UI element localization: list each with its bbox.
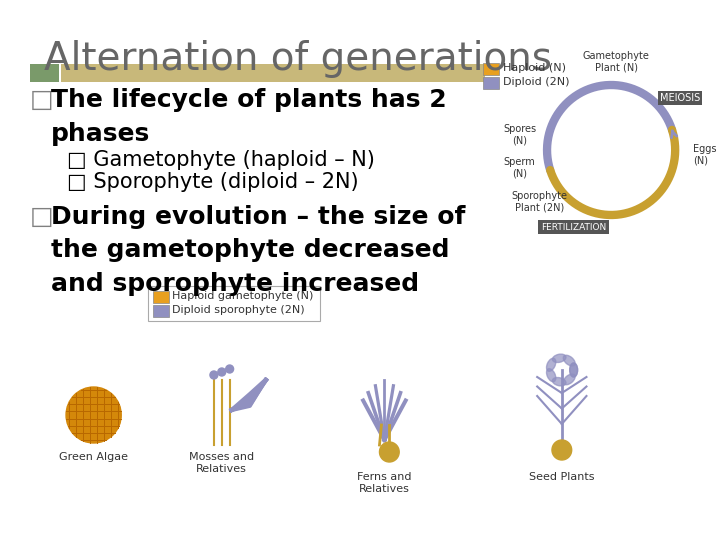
Text: During evolution – the size of
the gametophyte decreased
and sporophyte increase: During evolution – the size of the gamet… [51, 205, 466, 296]
Text: FERTILIZATION: FERTILIZATION [541, 222, 606, 232]
Text: Diploid (2N): Diploid (2N) [503, 77, 570, 87]
Circle shape [225, 365, 233, 373]
Text: □: □ [30, 205, 53, 229]
FancyBboxPatch shape [30, 64, 59, 82]
Text: Alternation of generations: Alternation of generations [45, 40, 552, 78]
Text: □: □ [30, 88, 53, 112]
Text: Mosses and
Relatives: Mosses and Relatives [189, 452, 254, 475]
Circle shape [210, 371, 218, 379]
Text: Diploid sporophyte (2N): Diploid sporophyte (2N) [173, 305, 305, 315]
Ellipse shape [546, 369, 556, 382]
FancyBboxPatch shape [483, 77, 499, 89]
Text: □ Gametophyte (haploid – N): □ Gametophyte (haploid – N) [67, 150, 375, 170]
Circle shape [66, 387, 121, 443]
FancyBboxPatch shape [153, 305, 168, 317]
Text: Gametophyte
Plant (N): Gametophyte Plant (N) [582, 51, 649, 73]
Text: Seed Plants: Seed Plants [529, 472, 595, 482]
Ellipse shape [552, 354, 566, 362]
Text: Spores
(N): Spores (N) [503, 124, 536, 146]
FancyBboxPatch shape [148, 286, 320, 321]
Text: Sporophyte
Plant (2N): Sporophyte Plant (2N) [511, 191, 567, 213]
Ellipse shape [563, 355, 575, 366]
Text: Eggs
(N): Eggs (N) [693, 144, 716, 166]
Text: Ferns and
Relatives: Ferns and Relatives [357, 472, 412, 495]
FancyBboxPatch shape [483, 63, 499, 75]
Text: The lifecycle of plants has 2
phases: The lifecycle of plants has 2 phases [51, 88, 447, 145]
Text: Haploid gametophyte (N): Haploid gametophyte (N) [173, 291, 314, 301]
Ellipse shape [546, 358, 556, 372]
FancyBboxPatch shape [61, 64, 485, 82]
Text: Green Algae: Green Algae [59, 452, 128, 462]
FancyBboxPatch shape [153, 291, 168, 303]
Circle shape [379, 442, 399, 462]
Circle shape [218, 368, 225, 376]
Ellipse shape [563, 374, 575, 385]
Ellipse shape [552, 377, 566, 386]
Text: □ Sporophyte (diploid – 2N): □ Sporophyte (diploid – 2N) [67, 172, 359, 192]
Text: Sperm
(N): Sperm (N) [503, 157, 535, 179]
Circle shape [552, 440, 572, 460]
Text: MEIOSIS: MEIOSIS [660, 93, 701, 103]
Ellipse shape [570, 363, 577, 377]
Ellipse shape [570, 363, 577, 377]
Text: Haploid (N): Haploid (N) [503, 63, 566, 73]
